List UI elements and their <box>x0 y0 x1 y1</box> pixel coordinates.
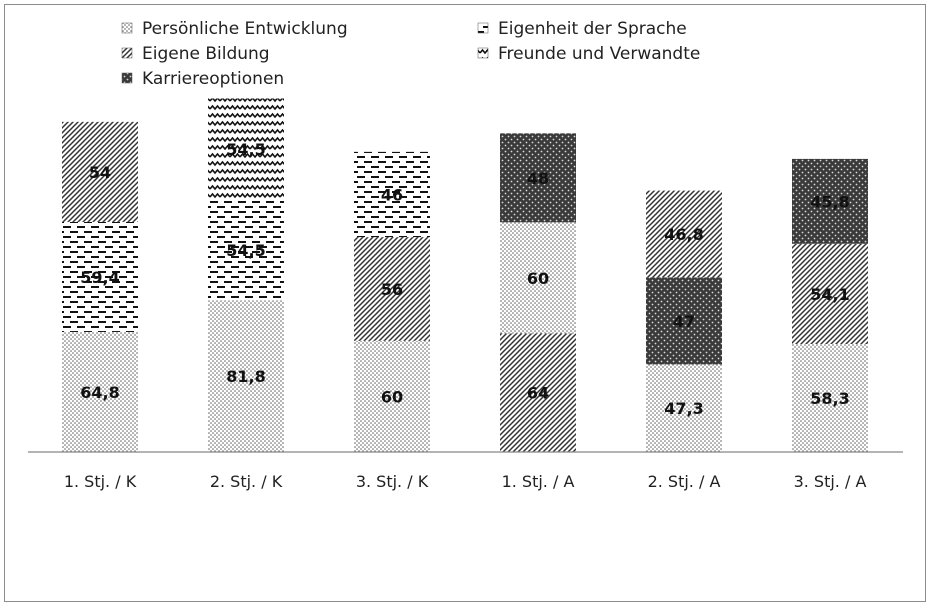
data-label: 54,5 <box>226 140 265 159</box>
data-label: 64,8 <box>80 383 119 402</box>
x-tick-label: 2. Stj. / K <box>210 472 283 491</box>
data-label: 46,8 <box>664 225 703 244</box>
legend-swatch <box>477 47 489 59</box>
bars-group: 64,8 59,4 54 81,8 54,5 54,5 60 56 46 64 60 48 47,3 47… <box>62 98 868 452</box>
legend-label: Persönliche Entwicklung <box>142 19 348 39</box>
x-tick-label: 3. Stj. / A <box>794 472 867 491</box>
legend-swatch <box>121 47 133 59</box>
bar-segment-karriereoptionen <box>646 277 722 365</box>
x-tick-label: 2. Stj. / A <box>648 472 721 491</box>
data-label: 64 <box>527 384 549 403</box>
bar-segment-eigene-bildung <box>646 190 722 278</box>
data-label: 60 <box>381 387 403 406</box>
legend-label: Karriereoptionen <box>142 69 284 89</box>
data-label: 56 <box>381 280 403 299</box>
bar-segment-eigene-bildung <box>792 243 868 344</box>
data-label: 47,3 <box>664 399 703 418</box>
data-label: 54 <box>89 163 111 182</box>
data-label: 54,5 <box>226 241 265 260</box>
bar-segment-eigene-bildung <box>354 237 430 341</box>
data-label: 59,4 <box>80 268 119 287</box>
legend-label: Eigene Bildung <box>142 44 270 64</box>
data-label: 54,1 <box>810 285 849 304</box>
bar-segment-karriereoptionen <box>792 158 868 244</box>
bar-segment-eigenheit-der-sprache <box>208 199 284 301</box>
data-label: 45,8 <box>810 192 849 211</box>
bar-segment-karriereoptionen <box>500 133 576 223</box>
legend-label: Eigenheit der Sprache <box>498 19 687 39</box>
data-label: 48 <box>527 169 549 188</box>
bar-segment-freunde-und-verwandte <box>208 98 284 200</box>
bar-segment-pers-nliche-entwicklung <box>354 340 430 452</box>
legend-swatch <box>121 72 133 84</box>
legend-label: Freunde und Verwandte <box>498 44 700 64</box>
bar-segment-pers-nliche-entwicklung <box>208 300 284 452</box>
bar-segment-pers-nliche-entwicklung <box>62 331 138 452</box>
bar-segment-eigene-bildung <box>500 333 576 452</box>
legend: Persönliche Entwicklung Eigenheit der Spr… <box>121 19 700 89</box>
legend-swatch <box>477 22 489 34</box>
bar-segment-eigenheit-der-sprache <box>62 221 138 332</box>
legend-item-eigene-bildung: Eigene Bildung <box>121 44 270 64</box>
data-label: 46 <box>381 185 403 204</box>
bar-segment-pers-nliche-entwicklung <box>646 364 722 452</box>
data-label: 60 <box>527 269 549 288</box>
data-label: 81,8 <box>226 367 265 386</box>
x-tick-label: 3. Stj. / K <box>356 472 429 491</box>
legend-item-pers-nliche-entwicklung: Persönliche Entwicklung <box>121 19 348 39</box>
legend-item-karriereoptionen: Karriereoptionen <box>121 69 284 89</box>
legend-swatch <box>121 22 133 34</box>
bar-segment-pers-nliche-entwicklung <box>500 222 576 334</box>
legend-item-eigenheit-der-sprache: Eigenheit der Sprache <box>477 19 687 39</box>
bar-segment-eigenheit-der-sprache <box>354 151 430 238</box>
x-tick-label: 1. Stj. / A <box>502 472 575 491</box>
data-label: 47 <box>673 312 695 331</box>
data-label: 58,3 <box>810 389 849 408</box>
legend-item-freunde-und-verwandte: Freunde und Verwandte <box>477 44 700 64</box>
chart-frame <box>4 4 926 602</box>
x-tick-label: 1. Stj. / K <box>64 472 137 491</box>
bar-segment-pers-nliche-entwicklung <box>792 343 868 452</box>
x-axis-ticks: 1. Stj. / K 2. Stj. / K 3. Stj. / K 1. Stj.… <box>64 472 867 491</box>
bar-segment-eigene-bildung <box>62 121 138 222</box>
